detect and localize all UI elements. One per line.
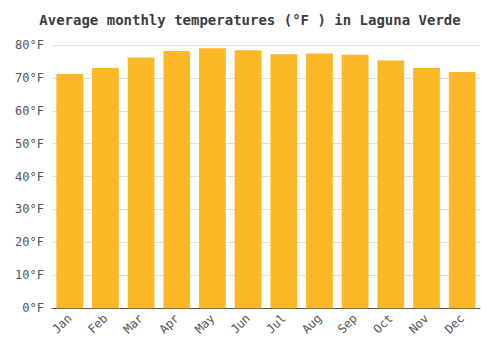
svg-text:Oct: Oct <box>371 311 396 336</box>
svg-text:Feb: Feb <box>85 311 110 336</box>
svg-text:Nov: Nov <box>406 311 431 336</box>
svg-text:May: May <box>192 311 217 336</box>
svg-text:Mar: Mar <box>121 311 146 336</box>
svg-text:Sep: Sep <box>335 311 360 336</box>
svg-text:30°F: 30°F <box>15 202 44 216</box>
svg-text:40°F: 40°F <box>15 170 44 184</box>
svg-text:Jul: Jul <box>264 311 289 336</box>
svg-text:Apr: Apr <box>156 311 181 336</box>
svg-text:Jan: Jan <box>49 311 74 336</box>
svg-text:0°F: 0°F <box>22 301 44 315</box>
svg-text:Average monthly temperatures (: Average monthly temperatures (°F ) in La… <box>39 12 460 28</box>
svg-text:Dec: Dec <box>442 311 467 336</box>
svg-text:Jun: Jun <box>228 311 253 336</box>
svg-text:80°F: 80°F <box>15 38 44 52</box>
svg-text:Aug: Aug <box>299 311 324 336</box>
svg-text:10°F: 10°F <box>15 268 44 282</box>
svg-text:60°F: 60°F <box>15 104 44 118</box>
svg-text:50°F: 50°F <box>15 137 44 151</box>
svg-text:20°F: 20°F <box>15 235 44 249</box>
svg-text:70°F: 70°F <box>15 71 44 85</box>
